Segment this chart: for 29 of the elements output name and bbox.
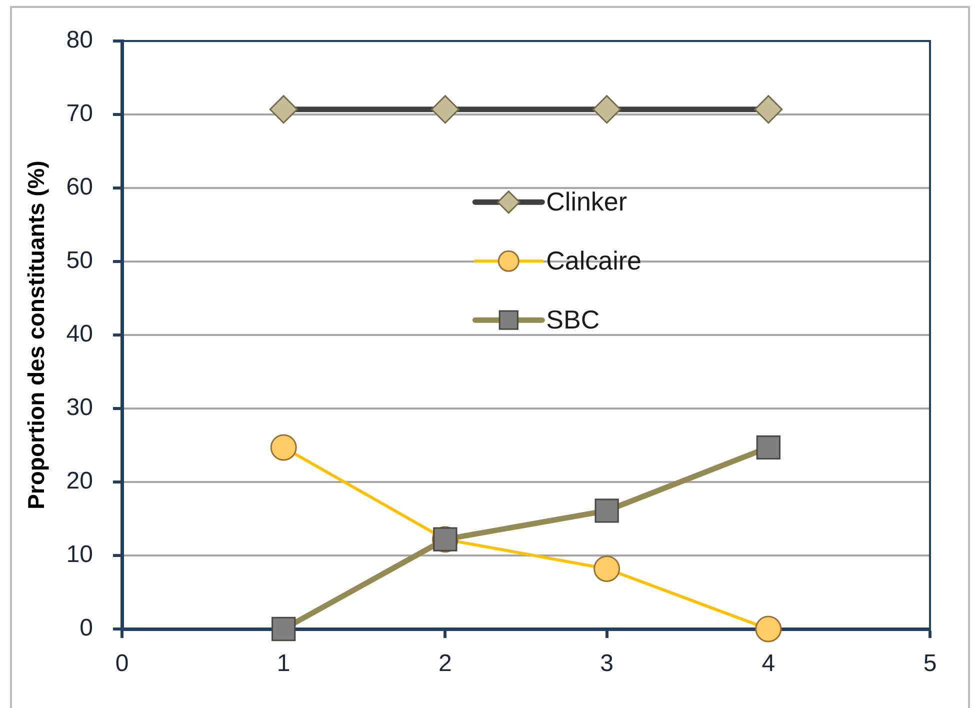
y-tick-label: 70	[66, 100, 93, 128]
y-tick-label: 10	[66, 541, 93, 568]
x-tick-label: 1	[276, 650, 290, 678]
x-tick-label: 3	[600, 650, 614, 678]
y-tick-label: 50	[66, 247, 93, 274]
y-tick-label: 20	[66, 468, 93, 495]
point	[430, 95, 460, 124]
point	[592, 95, 622, 124]
point	[594, 498, 619, 523]
legend-label: SBC	[546, 304, 600, 334]
point	[594, 555, 620, 582]
legend-label: Clinker	[546, 186, 628, 216]
point	[755, 616, 782, 642]
x-tick-label: 4	[762, 650, 776, 678]
x-tick-label: 0	[115, 650, 129, 678]
y-tick-label: 60	[66, 174, 93, 201]
point	[272, 616, 296, 642]
point	[754, 95, 783, 124]
y-tick-label: 0	[80, 614, 93, 642]
point	[270, 434, 297, 461]
point	[756, 435, 780, 460]
x-tick-label: 5	[923, 650, 937, 678]
y-tick-label: 80	[66, 26, 93, 54]
y-tick-label: 30	[66, 394, 93, 422]
y-tick-label: 40	[66, 320, 93, 348]
x-tick-label: 2	[438, 650, 452, 678]
point	[269, 95, 298, 124]
y-axis-title: Proportion des constituants (%)	[23, 160, 50, 510]
legend-label: Calcaire	[546, 245, 642, 276]
